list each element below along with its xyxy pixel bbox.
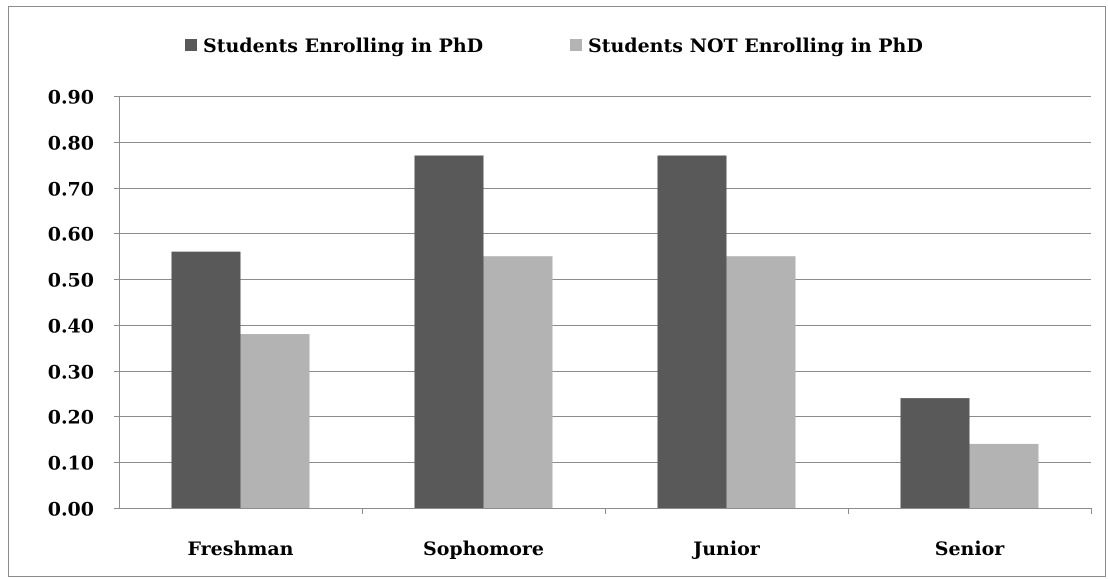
y-tick-label: 0.70 — [48, 179, 94, 201]
y-tick-label: 0.80 — [48, 133, 94, 155]
bar-enrolling-senior — [900, 398, 970, 508]
bar-enrolling-junior — [657, 155, 727, 508]
y-tick-label: 0.60 — [48, 224, 94, 246]
y-tick-label: 0.00 — [48, 499, 94, 521]
bar-not-enrolling-senior — [969, 443, 1039, 508]
bar-enrolling-freshman — [171, 251, 241, 508]
x-tick-label: Sophomore — [423, 538, 544, 560]
bar-enrolling-sophomore — [414, 155, 484, 508]
y-tick-label: 0.40 — [48, 316, 94, 338]
y-tick-label: 0.20 — [48, 407, 94, 429]
y-tick-label: 0.10 — [48, 453, 94, 475]
legend-label: Students NOT Enrolling in PhD — [588, 35, 923, 57]
bar-not-enrolling-freshman — [240, 334, 310, 508]
bar-not-enrolling-junior — [726, 256, 796, 508]
legend-swatch — [570, 39, 582, 51]
y-tick-label: 0.50 — [48, 270, 94, 292]
x-tick-label: Senior — [935, 538, 1006, 560]
x-tick-label: Junior — [691, 538, 761, 560]
bars — [171, 155, 1039, 508]
x-tick-labels: Freshman Sophomore Junior Senior — [188, 538, 1006, 560]
y-tick-label: 0.30 — [48, 362, 94, 384]
legend: Students Enrolling in PhD Students NOT En… — [185, 35, 923, 57]
y-tick-label: 0.90 — [48, 87, 94, 109]
axes — [114, 96, 1092, 514]
y-tick-labels: 0.00 0.10 0.20 0.30 0.40 0.50 0.60 0.70 0.80 0.90 — [48, 87, 94, 521]
legend-label: Students Enrolling in PhD — [203, 35, 483, 57]
bar-not-enrolling-sophomore — [483, 256, 553, 508]
x-tick-label: Freshman — [188, 538, 294, 560]
legend-swatch — [185, 39, 197, 51]
